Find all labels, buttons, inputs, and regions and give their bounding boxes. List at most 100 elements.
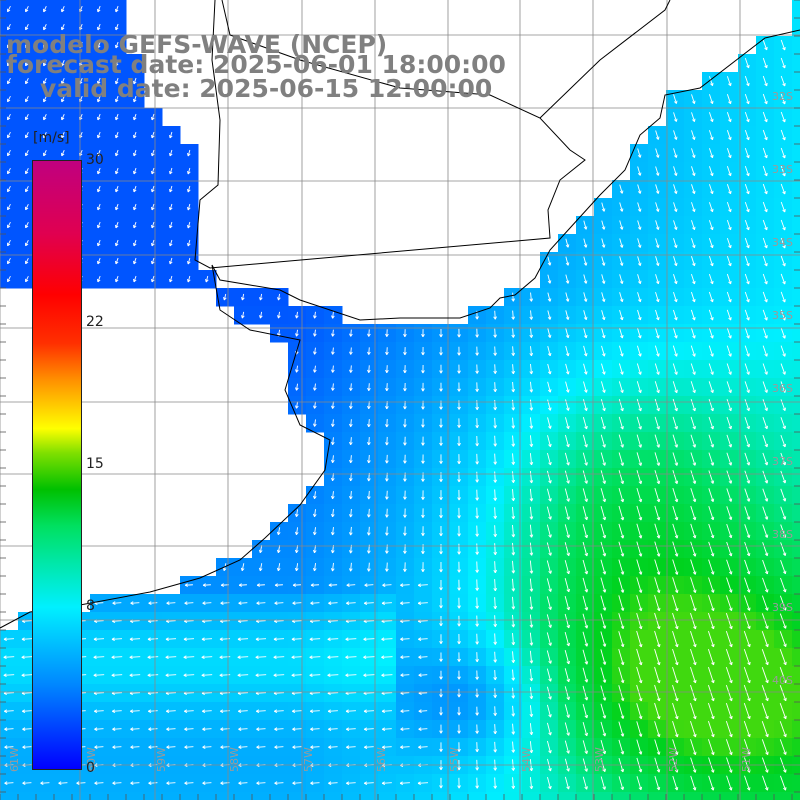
wind-cell <box>792 720 800 739</box>
wind-arrow <box>97 113 101 121</box>
wind-arrow <box>762 75 768 87</box>
wind-arrow <box>166 745 176 749</box>
wind-arrow <box>546 470 552 484</box>
wind-arrow <box>780 201 786 213</box>
wind-arrow <box>654 452 661 466</box>
wind-arrow <box>274 709 284 713</box>
wind-arrow <box>381 673 393 678</box>
wind-arrow <box>655 238 660 248</box>
wind-arrow <box>690 684 697 702</box>
wind-arrow <box>636 398 642 412</box>
wind-cell <box>792 288 800 307</box>
wind-arrow <box>475 742 479 753</box>
wind-arrow <box>583 310 588 321</box>
wind-arrow <box>726 452 733 466</box>
wind-arrow <box>184 727 194 731</box>
wind-arrow <box>493 525 498 537</box>
wind-arrow <box>256 727 266 731</box>
wind-arrow <box>294 509 299 517</box>
wind-arrow <box>618 381 624 393</box>
wind-arrow <box>583 238 588 248</box>
wind-arrow <box>363 709 374 713</box>
wind-arrow <box>636 470 643 485</box>
wind-arrow <box>349 401 353 409</box>
wind-arrow <box>97 59 101 67</box>
wind-arrow <box>475 777 479 789</box>
wind-cell <box>792 270 800 289</box>
wind-arrow <box>349 562 353 572</box>
wind-arrow <box>529 453 534 466</box>
wind-arrow <box>511 435 516 447</box>
wind-arrow <box>565 238 570 248</box>
wind-arrow <box>547 417 552 429</box>
wind-cell <box>792 54 800 73</box>
wind-arrow <box>744 237 750 249</box>
wind-arrow <box>115 59 119 67</box>
wind-arrow <box>403 562 407 572</box>
wind-arrow <box>312 527 317 536</box>
wind-arrow <box>619 256 624 266</box>
wind-arrow <box>457 777 461 789</box>
wind-arrow <box>564 542 570 557</box>
wind-arrow <box>600 399 606 412</box>
wind-arrow <box>708 541 715 557</box>
wind-arrow <box>547 292 552 302</box>
wind-arrow <box>511 417 516 429</box>
wind-arrow <box>367 437 371 446</box>
wind-arrow <box>600 470 606 484</box>
wind-arrow <box>725 648 733 666</box>
wind-arrow <box>708 559 715 575</box>
wind-arrow <box>238 745 248 749</box>
wind-arrow <box>564 578 570 593</box>
wind-arrow <box>7 132 11 139</box>
wind-arrow <box>672 470 679 485</box>
wind-arrow <box>601 220 606 230</box>
wind-arrow <box>618 363 624 375</box>
wind-arrow <box>655 202 660 212</box>
wind-arrow <box>655 309 660 321</box>
wind-arrow <box>129 673 141 678</box>
wind-arrow <box>220 583 229 587</box>
wind-arrow <box>238 709 248 713</box>
wind-arrow <box>511 542 516 556</box>
wind-arrow <box>744 183 750 195</box>
wind-arrow <box>564 595 570 611</box>
wind-arrow <box>97 77 101 85</box>
wind-arrow <box>403 526 407 536</box>
wind-arrow <box>636 739 643 755</box>
longitude-label: 56W <box>375 747 388 772</box>
wind-arrow <box>328 781 338 785</box>
wind-arrow <box>779 703 787 720</box>
wind-arrow <box>726 470 733 484</box>
wind-arrow <box>547 452 552 466</box>
wind-arrow <box>673 94 678 104</box>
wind-arrow <box>421 562 425 573</box>
wind-cell <box>720 792 739 800</box>
wind-cell <box>792 792 800 800</box>
wind-arrow <box>187 221 191 229</box>
wind-arrow <box>313 311 317 319</box>
wind-arrow <box>708 291 714 303</box>
colorbar-unit: [m/s] <box>33 130 70 146</box>
wind-arrow <box>600 452 606 466</box>
wind-arrow <box>655 130 660 140</box>
wind-arrow <box>636 541 643 557</box>
wind-arrow <box>403 490 407 500</box>
wind-arrow <box>546 560 552 574</box>
wind-arrow <box>690 416 696 430</box>
wind-arrow <box>708 506 715 521</box>
wind-arrow <box>780 524 787 538</box>
wind-arrow <box>256 583 265 587</box>
wind-arrow <box>744 147 750 159</box>
wind-arrow <box>547 435 552 448</box>
wind-arrow <box>529 668 534 682</box>
wind-arrow <box>582 399 588 412</box>
wind-arrow <box>780 129 786 141</box>
wind-arrow <box>457 328 461 338</box>
wind-cell <box>792 684 800 703</box>
wind-arrow <box>600 416 606 430</box>
wind-arrow <box>529 741 534 754</box>
wind-cell <box>792 18 800 37</box>
wind-arrow <box>400 601 410 605</box>
wind-arrow <box>762 559 769 575</box>
